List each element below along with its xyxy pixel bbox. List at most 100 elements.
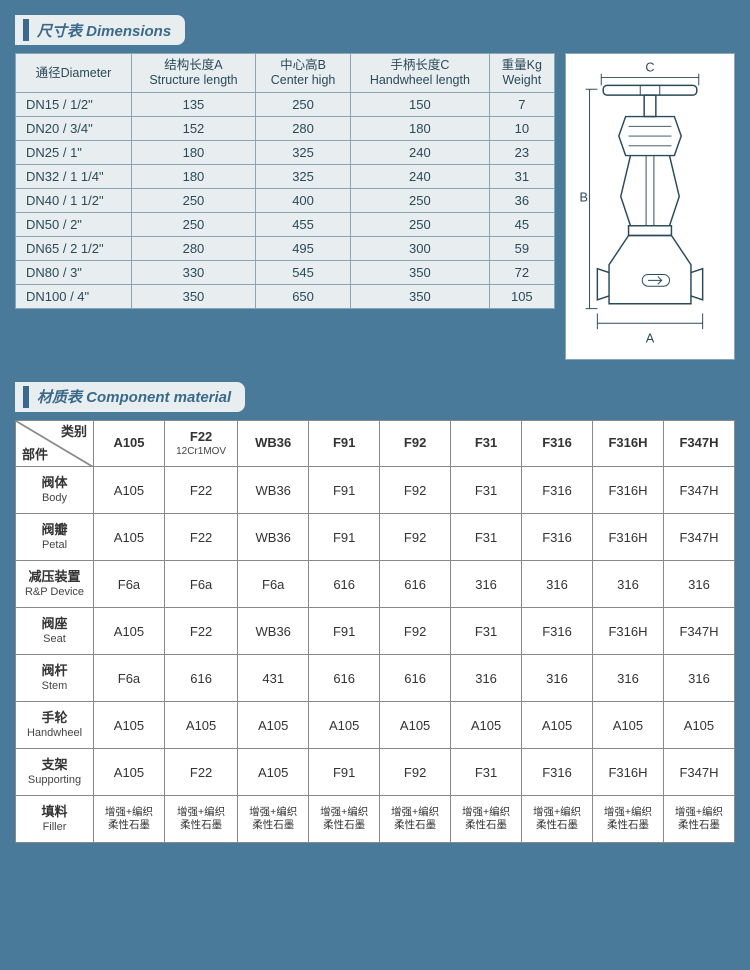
dim-cell: DN15 / 1/2"	[16, 93, 132, 117]
mat-part-cell: 手轮Handwheel	[16, 702, 94, 749]
dim-cell: 350	[351, 261, 490, 285]
mat-cell: 增强+编织柔性石墨	[593, 796, 664, 843]
mat-cell: 增强+编织柔性石墨	[380, 796, 451, 843]
dim-cell: 280	[131, 237, 255, 261]
dim-cell: 250	[351, 189, 490, 213]
mat-cell: F6a	[94, 655, 165, 702]
mat-col-header: F31	[451, 420, 522, 467]
mat-row: 阀座SeatA105F22WB36F91F92F31F316F316HF347H	[16, 608, 735, 655]
diagram-label-c: C	[645, 61, 654, 75]
mat-cell: F316	[522, 608, 593, 655]
dim-cell: 240	[351, 165, 490, 189]
dimensions-title: 尺寸表 Dimensions	[37, 20, 171, 41]
mat-cell: 616	[164, 655, 237, 702]
dim-cell: 7	[489, 93, 554, 117]
mat-cell: F316H	[593, 749, 664, 796]
mat-cell: A105	[94, 514, 165, 561]
mat-cell: A105	[309, 702, 380, 749]
dim-cell: 350	[351, 285, 490, 309]
dim-cell: 36	[489, 189, 554, 213]
dim-cell: 250	[131, 189, 255, 213]
mat-cell: 增强+编织柔性石墨	[238, 796, 309, 843]
materials-header-row: 类别 部件 A105F2212Cr1MOVWB36F91F92F31F316F3…	[16, 420, 735, 467]
dim-cell: 300	[351, 237, 490, 261]
mat-cell: WB36	[238, 467, 309, 514]
mat-cell: F316	[522, 514, 593, 561]
mat-cell: F92	[380, 514, 451, 561]
mat-cell: F31	[451, 467, 522, 514]
dim-cell: 105	[489, 285, 554, 309]
dim-cell: 250	[351, 213, 490, 237]
dimensions-table: 通径Diameter结构长度AStructure length中心高BCente…	[15, 53, 555, 309]
materials-title: 材质表 Component material	[37, 386, 231, 407]
mat-cell: F347H	[663, 467, 734, 514]
dim-cell: 152	[131, 117, 255, 141]
dim-cell: 59	[489, 237, 554, 261]
mat-cell: F6a	[238, 561, 309, 608]
mat-cell: 316	[593, 561, 664, 608]
mat-col-header: F316H	[593, 420, 664, 467]
mat-cell: F316	[522, 749, 593, 796]
mat-cell: F31	[451, 514, 522, 561]
mat-row: 减压装置R&P DeviceF6aF6aF6a61661631631631631…	[16, 561, 735, 608]
mat-cell: F22	[164, 514, 237, 561]
mat-part-cell: 阀座Seat	[16, 608, 94, 655]
mat-cell: F316H	[593, 608, 664, 655]
dim-row: DN32 / 1 1/4"18032524031	[16, 165, 555, 189]
dim-cell: 10	[489, 117, 554, 141]
mat-cell: WB36	[238, 608, 309, 655]
materials-corner-cell: 类别 部件	[16, 420, 94, 467]
mat-cell: F6a	[164, 561, 237, 608]
dim-row: DN20 / 3/4"15228018010	[16, 117, 555, 141]
mat-part-cell: 填料Filler	[16, 796, 94, 843]
valve-svg: C B	[572, 60, 728, 353]
dim-cell: 31	[489, 165, 554, 189]
mat-row: 填料Filler增强+编织柔性石墨增强+编织柔性石墨增强+编织柔性石墨增强+编织…	[16, 796, 735, 843]
dimensions-header-row: 通径Diameter结构长度AStructure length中心高BCente…	[16, 54, 555, 93]
mat-cell: 316	[522, 561, 593, 608]
mat-cell: F316H	[593, 514, 664, 561]
mat-cell: 616	[309, 561, 380, 608]
mat-cell: 431	[238, 655, 309, 702]
dim-cell: DN100 / 4"	[16, 285, 132, 309]
dim-cell: 45	[489, 213, 554, 237]
mat-cell: 增强+编织柔性石墨	[663, 796, 734, 843]
mat-row: 阀瓣PetalA105F22WB36F91F92F31F316F316HF347…	[16, 514, 735, 561]
valve-diagram: C B	[565, 53, 735, 360]
mat-cell: F91	[309, 608, 380, 655]
mat-cell: A105	[94, 467, 165, 514]
dim-row: DN100 / 4"350650350105	[16, 285, 555, 309]
dim-cell: 150	[351, 93, 490, 117]
dim-cell: DN65 / 2 1/2"	[16, 237, 132, 261]
dim-row: DN50 / 2"25045525045	[16, 213, 555, 237]
mat-cell: A105	[94, 749, 165, 796]
mat-cell: 616	[309, 655, 380, 702]
diagram-label-b: B	[579, 190, 587, 204]
mat-cell: A105	[94, 702, 165, 749]
dim-row: DN80 / 3"33054535072	[16, 261, 555, 285]
mat-col-header: F2212Cr1MOV	[164, 420, 237, 467]
mat-cell: F91	[309, 749, 380, 796]
mat-cell: F31	[451, 608, 522, 655]
dim-col-header: 重量KgWeight	[489, 54, 554, 93]
dimensions-table-wrap: 通径Diameter结构长度AStructure length中心高BCente…	[15, 53, 555, 360]
dim-cell: 650	[255, 285, 350, 309]
mat-col-header: A105	[94, 420, 165, 467]
mat-part-cell: 支架Supporting	[16, 749, 94, 796]
dim-col-header: 手柄长度CHandwheel length	[351, 54, 490, 93]
mat-cell: F22	[164, 749, 237, 796]
dim-cell: 545	[255, 261, 350, 285]
mat-cell: F22	[164, 467, 237, 514]
mat-cell: 316	[451, 561, 522, 608]
mat-cell: F6a	[94, 561, 165, 608]
corner-bottom: 部件	[22, 447, 48, 464]
dim-cell: 180	[351, 117, 490, 141]
dimensions-header: 尺寸表 Dimensions	[15, 15, 185, 45]
dim-cell: 250	[131, 213, 255, 237]
dim-cell: 240	[351, 141, 490, 165]
dim-row: DN15 / 1/2"1352501507	[16, 93, 555, 117]
mat-cell: 316	[663, 561, 734, 608]
mat-row: 阀体BodyA105F22WB36F91F92F31F316F316HF347H	[16, 467, 735, 514]
dim-row: DN25 / 1"18032524023	[16, 141, 555, 165]
materials-header: 材质表 Component material	[15, 382, 245, 412]
